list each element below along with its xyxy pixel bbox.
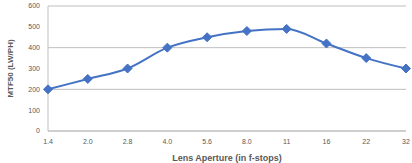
svg-text:1.4: 1.4: [43, 138, 53, 145]
svg-text:11: 11: [283, 138, 290, 145]
svg-text:Lens Aperture (in f-stops): Lens Aperture (in f-stops): [172, 153, 282, 163]
svg-text:8.0: 8.0: [242, 138, 252, 145]
svg-text:500: 500: [28, 23, 40, 30]
svg-text:200: 200: [28, 86, 40, 93]
svg-text:400: 400: [28, 44, 40, 51]
svg-text:32: 32: [402, 138, 404, 145]
svg-text:600: 600: [28, 2, 40, 9]
svg-text:300: 300: [28, 65, 40, 72]
svg-text:0: 0: [36, 127, 40, 134]
svg-text:100: 100: [28, 107, 40, 114]
svg-text:2.0: 2.0: [83, 138, 93, 145]
svg-text:2.8: 2.8: [123, 138, 133, 145]
svg-text:22: 22: [362, 138, 370, 145]
svg-text:16: 16: [323, 138, 331, 145]
svg-text:4.0: 4.0: [162, 138, 172, 145]
svg-text:5.6: 5.6: [202, 138, 212, 145]
svg-text:MTF50 (LW/PH): MTF50 (LW/PH): [8, 39, 15, 98]
